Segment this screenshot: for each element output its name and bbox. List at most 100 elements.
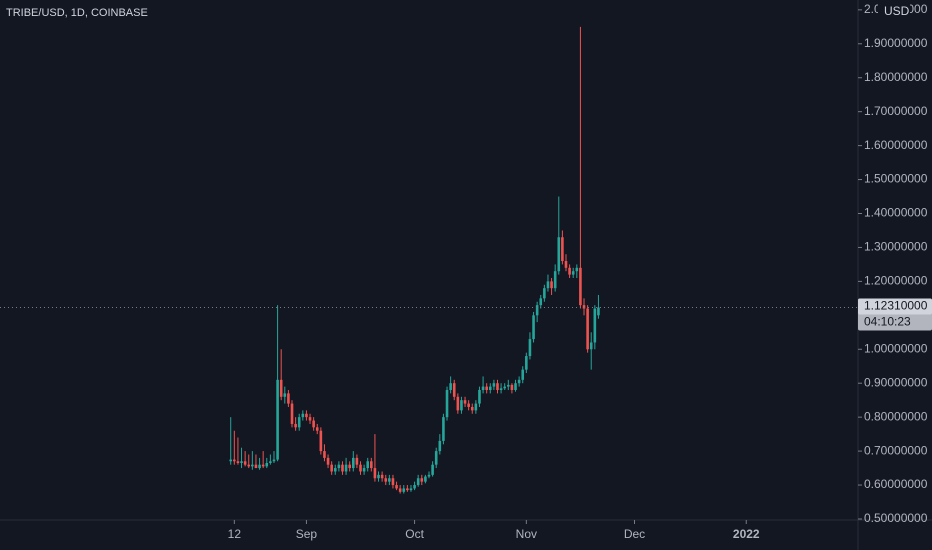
- candle-body: [528, 339, 532, 357]
- candle-body: [478, 390, 481, 404]
- candle-body: [391, 478, 395, 486]
- candle-body: [366, 461, 370, 469]
- y-tick-label: 1.40000000: [864, 206, 928, 220]
- y-tick-label: 0.50000000: [864, 511, 928, 525]
- countdown: 04:10:23: [864, 315, 911, 329]
- candle-body: [571, 271, 575, 275]
- candle-body: [409, 488, 413, 491]
- y-tick-label: 0.70000000: [864, 443, 928, 457]
- candle-body: [496, 383, 499, 390]
- candle-body: [575, 267, 579, 272]
- candle-body: [247, 464, 251, 467]
- candle-body: [550, 281, 553, 289]
- candle-body: [395, 485, 398, 489]
- candle-body: [348, 464, 351, 469]
- candle-body: [561, 237, 564, 262]
- candle-body: [521, 369, 525, 380]
- candle-body: [525, 356, 528, 370]
- plot-area: [0, 26, 858, 494]
- candle-body: [229, 459, 233, 462]
- candle-body: [308, 417, 312, 421]
- candle-body: [254, 464, 258, 469]
- candle-body: [301, 413, 305, 418]
- candle-body: [510, 384, 514, 390]
- candle-body: [557, 237, 561, 272]
- y-tick-label: 0.60000000: [864, 477, 928, 491]
- candle-body: [323, 451, 326, 458]
- candle-body: [258, 464, 261, 469]
- candle-body: [402, 488, 406, 492]
- candle-body: [279, 379, 283, 397]
- candle-body: [481, 386, 485, 390]
- candle-body: [326, 457, 330, 465]
- candle-body: [333, 468, 337, 472]
- y-tick-label: 1.80000000: [864, 70, 928, 84]
- candle-body: [377, 474, 380, 479]
- x-tick-label: 2022: [733, 527, 760, 541]
- candle-body: [532, 315, 535, 340]
- x-tick-label: Sep: [296, 527, 318, 541]
- candle-body: [467, 403, 470, 407]
- candle-body: [488, 386, 492, 390]
- candle-body: [240, 461, 243, 463]
- candle-body: [586, 308, 589, 350]
- candle-body: [427, 474, 431, 477]
- candle-body: [434, 451, 438, 465]
- candle-body: [431, 464, 434, 475]
- candle-body: [420, 478, 424, 482]
- y-tick-label: 0.90000000: [864, 375, 928, 389]
- candle-body: [470, 406, 474, 411]
- candle-body: [283, 393, 287, 397]
- candle-body: [543, 288, 546, 299]
- candle-body: [460, 400, 463, 411]
- candle-body: [315, 427, 319, 431]
- candle-body: [564, 261, 568, 268]
- x-tick-label: Oct: [405, 527, 424, 541]
- candle-body: [492, 383, 496, 387]
- candle-body: [499, 388, 503, 390]
- candle-body: [474, 403, 478, 411]
- candle-body: [269, 461, 272, 463]
- candle-body: [582, 305, 586, 309]
- candle-body: [424, 476, 427, 482]
- y-tick-label: 1.00000000: [864, 341, 928, 355]
- candle-body: [305, 413, 308, 418]
- candle-body: [535, 305, 539, 316]
- x-tick-label: 12: [228, 527, 242, 541]
- candle-body: [568, 267, 571, 275]
- candle-body: [359, 464, 362, 472]
- candle-body: [456, 396, 460, 411]
- candle-body: [272, 459, 276, 462]
- candle-body: [413, 485, 416, 489]
- candle-body: [287, 393, 290, 404]
- candle-body: [341, 464, 344, 472]
- candle-body: [362, 468, 366, 472]
- candle-body: [452, 383, 456, 397]
- candle-body: [330, 464, 333, 472]
- candle-body: [236, 461, 240, 463]
- candle-body: [344, 464, 348, 472]
- candle-body: [579, 267, 582, 306]
- candle-body: [597, 307, 600, 316]
- candle-body: [445, 390, 449, 418]
- y-tick-label: 1.70000000: [864, 104, 928, 118]
- unit-bg: [878, 2, 910, 22]
- y-tick-label: 0.80000000: [864, 409, 928, 423]
- candle-body: [355, 457, 359, 465]
- candle-body: [406, 488, 409, 491]
- y-tick-label: 1.90000000: [864, 36, 928, 50]
- candle-body: [553, 271, 557, 289]
- candle-body: [265, 462, 269, 467]
- candle-body: [398, 488, 402, 492]
- last-price-label: 1.12310000: [864, 299, 928, 313]
- candle-body: [503, 386, 507, 389]
- candle-body: [297, 417, 301, 428]
- candle-body: [485, 386, 488, 390]
- candle-body: [290, 403, 294, 424]
- candle-body: [261, 464, 265, 467]
- x-tick-label: Dec: [624, 527, 645, 541]
- y-unit: USD: [884, 4, 910, 18]
